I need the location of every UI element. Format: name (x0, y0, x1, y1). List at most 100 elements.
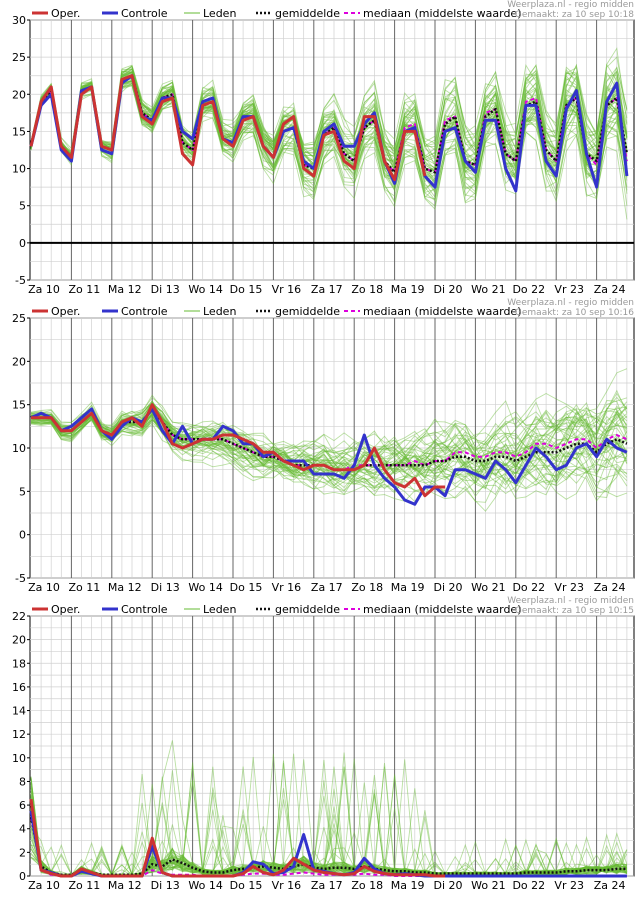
ensemble-member-line (30, 81, 628, 187)
ensemble-member-line (30, 85, 628, 193)
ensemble-member-line (30, 778, 628, 877)
legend-label-leden: Leden (203, 305, 236, 318)
x-tick-label: Za 17 (311, 581, 343, 594)
series-line-gemiddelde (29, 816, 627, 877)
x-tick-label: Di 20 (433, 581, 462, 594)
credit-source: Weerplaza.nl - regio midden (507, 298, 634, 308)
y-tick-label: 10 (12, 163, 26, 176)
legend: Oper. Controle Leden gemiddelde mediaan (mid… (32, 7, 521, 20)
x-tick-label: Wo 21 (471, 879, 505, 892)
ensemble-member-line (30, 392, 628, 477)
y-tick-label: 10 (12, 752, 26, 765)
ensemble-member-line (30, 63, 628, 207)
x-tick-label: Zo 11 (69, 879, 101, 892)
x-tick-label: Di 20 (433, 879, 462, 892)
ensemble-member-line (30, 78, 628, 202)
x-tick-label: Wo 21 (471, 581, 505, 594)
x-tick-label: Za 10 (28, 283, 60, 296)
legend-label-controle: Controle (121, 603, 168, 616)
chart-panel-3: 0 2 4 6 8 10 12 14 16 18 20 22 Za 10 Zo 11 Ma 12 Di 13 W… (12, 596, 635, 892)
ensemble-member-line (30, 788, 628, 876)
y-tick-label: 4 (19, 823, 26, 836)
ensemble-member-line (30, 401, 628, 490)
x-tick-label: Wo 14 (188, 581, 222, 594)
x-tick-label: Di 20 (433, 283, 462, 296)
ensemble-member-line (30, 78, 628, 208)
x-tick-label: Ma 12 (108, 581, 142, 594)
legend-label-mediaan: mediaan (middelste waarde) (363, 7, 521, 20)
y-tick-label: 5 (19, 485, 26, 498)
ensemble-member-line (30, 83, 628, 211)
ensemble-member-line (30, 758, 628, 876)
legend-label-gemiddelde: gemiddelde (275, 603, 340, 616)
ensemble-member-line (30, 774, 628, 876)
chart-panel-1: -5 0 5 10 15 20 25 30 Za 10 Zo 11 Ma 12 Di 13 Wo 14 D… (12, 0, 635, 296)
ensemble-member-line (30, 833, 628, 877)
ensemble-member-line (30, 67, 628, 162)
x-tick-label: Ma 19 (391, 879, 425, 892)
ensemble-member-line (30, 68, 628, 190)
legend: Oper. Controle Leden gemiddelde mediaan (mid… (32, 603, 521, 616)
ensemble-member-line (31, 405, 628, 503)
ensemble-member-line (30, 418, 628, 491)
x-tick-label: Ma 12 (108, 879, 142, 892)
y-tick-label: 0 (19, 237, 26, 250)
y-tick-label: 5 (19, 200, 26, 213)
y-tick-label: 14 (12, 705, 26, 718)
x-tick-label: Za 10 (28, 581, 60, 594)
y-tick-label: 25 (12, 312, 26, 325)
credit-source: Weerplaza.nl - regio midden (507, 0, 634, 10)
ensemble-member-line (30, 71, 628, 204)
legend-label-gemiddelde: gemiddelde (275, 305, 340, 318)
series-line-oper (31, 403, 446, 498)
ensemble-member-line (30, 401, 628, 471)
x-tick-label: Vr 23 (554, 879, 584, 892)
y-tick-label: 0 (19, 870, 26, 883)
y-tick-label: 25 (12, 51, 26, 64)
y-tick-label: 12 (12, 728, 26, 741)
legend-label-controle: Controle (121, 305, 168, 318)
ensemble-member-line (30, 759, 628, 876)
x-tick-label: Do 15 (230, 581, 263, 594)
ensemble-member-line (30, 66, 628, 193)
x-tick-label: Wo 21 (471, 283, 505, 296)
ensemble-member-line (30, 410, 628, 472)
ensemble-member-line (30, 404, 627, 492)
x-tick-label: Di 13 (151, 283, 180, 296)
credit-source: Weerplaza.nl - regio midden (507, 596, 634, 606)
chart-panel-2: -5 0 5 10 15 20 25 Za 10 Zo 11 Ma 12 Di 13 Wo 14 Do … (12, 298, 635, 594)
x-tick-label: Ma 12 (108, 283, 142, 296)
ensemble-member-line (30, 845, 628, 876)
ensemble-member-line (30, 80, 628, 192)
ensemble-member-line (30, 401, 628, 474)
y-tick-label: 20 (12, 634, 26, 647)
x-tick-label: Di 13 (151, 879, 180, 892)
series-line-oper (29, 798, 446, 878)
credit-timestamp: Gemaakt: za 10 sep 10:16 (515, 308, 634, 318)
ensemble-member-line (30, 68, 628, 200)
ensemble-member-line (30, 65, 628, 189)
ensemble-member-line (30, 410, 628, 498)
ensemble-member-line (30, 404, 628, 495)
credit-timestamp: Gemaakt: za 10 sep 10:15 (515, 606, 634, 616)
ensemble-member-line (30, 411, 628, 489)
legend-label-gemiddelde: gemiddelde (275, 7, 340, 20)
ensemble-member-line (30, 82, 628, 201)
ensemble-member-line (30, 65, 628, 189)
y-tick-label: -5 (15, 572, 26, 585)
legend-label-leden: Leden (203, 7, 236, 20)
credit-timestamp: Gemaakt: za 10 sep 10:18 (515, 10, 634, 20)
ensemble-member-line (30, 412, 627, 495)
ensemble-member-line (30, 405, 628, 490)
ensemble-member-line (30, 781, 628, 876)
ensemble-member-line (30, 403, 628, 487)
x-tick-label: Do 15 (230, 283, 263, 296)
x-tick-label: Za 24 (594, 581, 626, 594)
ensemble-member-line (30, 63, 628, 164)
ensemble-member-line (30, 68, 628, 199)
x-tick-label: Vr 16 (272, 283, 302, 296)
legend-label-mediaan: mediaan (middelste waarde) (363, 305, 521, 318)
legend-label-oper: Oper. (51, 7, 80, 20)
ensemble-member-line (30, 64, 628, 178)
ensemble-member-line (30, 403, 628, 473)
